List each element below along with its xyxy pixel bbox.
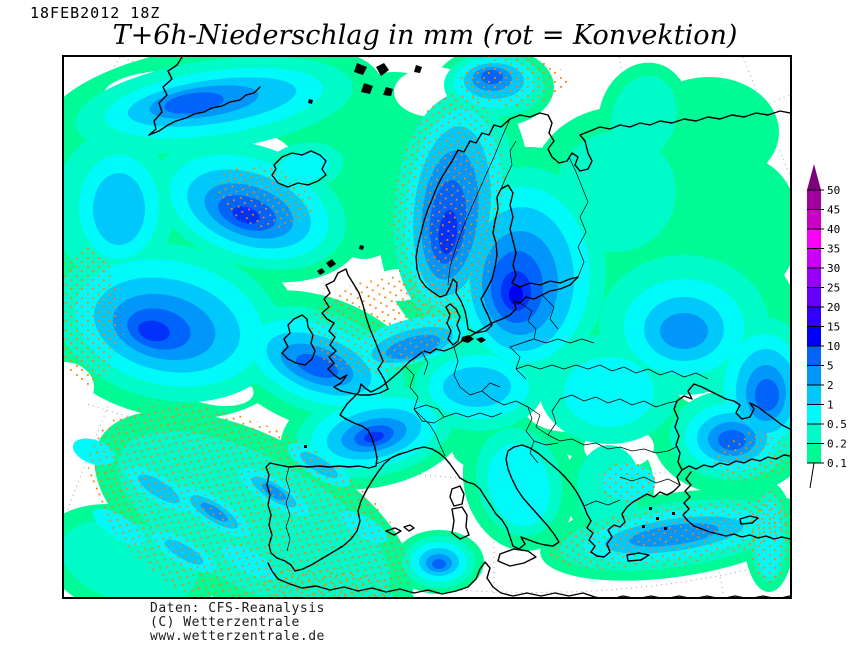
data-source-line: Daten: CFS-Reanalysis xyxy=(150,601,325,616)
svg-text:50: 50 xyxy=(827,184,840,197)
coastlines xyxy=(148,57,790,597)
legend-ticks xyxy=(807,189,824,489)
map-frame xyxy=(62,55,792,599)
svg-text:35: 35 xyxy=(827,243,840,256)
svg-text:40: 40 xyxy=(827,223,840,236)
legend-labels: 50 45 40 35 30 25 20 15 10 5 2 1 0.5 0.2… xyxy=(827,184,847,470)
country-borders xyxy=(285,118,709,552)
svg-text:25: 25 xyxy=(827,282,840,295)
legend-scale: 50 45 40 35 30 25 20 15 10 5 2 1 0.5 0.2… xyxy=(807,164,847,489)
svg-text:0.1: 0.1 xyxy=(827,457,847,470)
svg-text:45: 45 xyxy=(827,204,840,217)
website-line: www.wetterzentrale.de xyxy=(150,629,325,644)
attribution: Daten: CFS-Reanalysis (C) Wetterzentrale… xyxy=(150,602,325,644)
map-title: T+6h-Niederschlag in mm (rot = Konvektio… xyxy=(112,20,738,51)
weather-map xyxy=(64,57,790,597)
copyright-line: (C) Wetterzentrale xyxy=(150,615,300,630)
svg-text:1: 1 xyxy=(827,399,834,412)
svg-text:20: 20 xyxy=(827,301,840,314)
legend-arrow xyxy=(807,164,821,190)
svg-text:30: 30 xyxy=(827,262,840,275)
svg-text:15: 15 xyxy=(827,321,840,334)
convection-stipple xyxy=(64,58,790,597)
run-datetime: 18FEB2012 18Z xyxy=(30,4,161,22)
svg-text:2: 2 xyxy=(827,379,834,392)
precip-layer-15mm xyxy=(509,285,523,305)
legend-bands xyxy=(807,190,821,463)
svg-text:0.5: 0.5 xyxy=(827,418,847,431)
precipitation-legend: 50 45 40 35 30 25 20 15 10 5 2 1 0.5 0.2… xyxy=(803,162,849,506)
svg-text:0.2: 0.2 xyxy=(827,438,847,451)
svg-text:5: 5 xyxy=(827,360,834,373)
island-marks xyxy=(304,63,675,530)
svg-text:10: 10 xyxy=(827,340,840,353)
